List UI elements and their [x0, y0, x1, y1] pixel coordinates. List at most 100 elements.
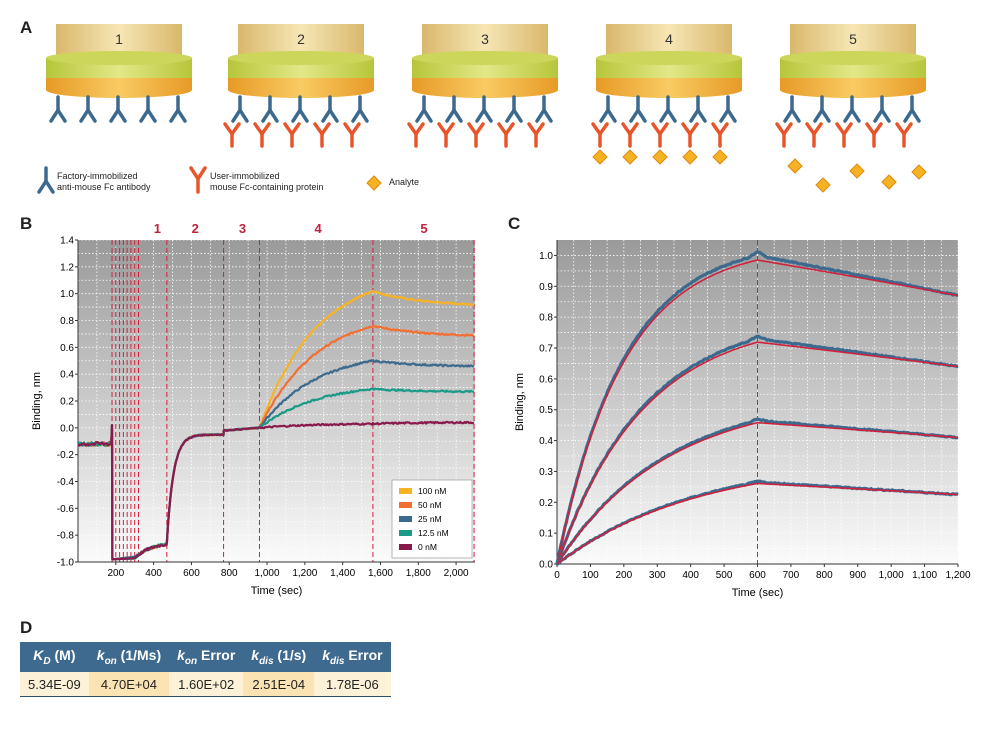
anti-mouse-antibody	[231, 95, 249, 123]
x-tick-label: 900	[849, 570, 866, 581]
panel-a-schematic: 1 2 3 4 5	[37, 24, 927, 194]
header-symbol: k	[322, 647, 330, 664]
x-tick-label: 300	[649, 570, 666, 581]
fc-protein	[253, 122, 271, 148]
legend-user-line2: mouse Fc-containing protein	[210, 182, 324, 192]
panel-b-letter: B	[20, 214, 33, 233]
anti-mouse-antibody	[445, 95, 463, 123]
x-tick-label: 700	[783, 570, 800, 581]
anti-mouse-antibody	[261, 95, 279, 123]
header-subscript: on	[104, 655, 117, 667]
x-tick-label: 600	[749, 570, 766, 581]
sensor-3: 3	[407, 24, 558, 148]
anti-mouse-antibody	[659, 95, 677, 123]
fc-protein	[681, 122, 699, 148]
legend-user-text: User-immobilized mouse Fc-containing pro…	[210, 171, 324, 193]
step-label: 1	[154, 221, 161, 236]
analyte-diamond	[881, 174, 897, 190]
fc-protein	[437, 122, 455, 148]
fc-protein	[283, 122, 301, 148]
sensor-coating-top	[46, 51, 192, 65]
header-unit: (M)	[50, 647, 76, 664]
table-cell: 2.51E-04	[243, 672, 315, 697]
y-tick-label: 0.4	[539, 436, 553, 447]
x-tick-label: 400	[145, 568, 162, 579]
fc-protein	[835, 122, 853, 148]
anti-mouse-antibody	[49, 95, 67, 123]
legend-label: 0 nM	[418, 542, 437, 552]
anti-mouse-antibody	[139, 95, 157, 123]
y-tick-label: -1.0	[57, 558, 75, 569]
y-tick-label: 1.0	[60, 289, 74, 300]
legend-analyte-text: Analyte	[389, 177, 420, 187]
legend-swatch	[399, 502, 412, 508]
analyte-diamond	[682, 149, 698, 165]
legend-factory-text: Factory-immobilized anti-mouse Fc antibo…	[57, 171, 151, 193]
anti-mouse-antibody	[351, 95, 369, 123]
legend-swatch	[399, 488, 412, 494]
legend-swatch	[399, 516, 412, 522]
y-tick-label: 0.5	[539, 405, 553, 416]
sensor-gold	[46, 78, 192, 90]
anti-mouse-antibody	[169, 95, 187, 123]
x-tick-label: 500	[716, 570, 733, 581]
data-curve-3	[555, 417, 959, 565]
x-tick-label: 1,000	[879, 570, 904, 581]
x-tick-label: 1,000	[255, 568, 280, 579]
legend-factory-line2: anti-mouse Fc antibody	[57, 182, 151, 192]
table-cell: 1.60E+02	[169, 672, 244, 697]
table-cell: 4.70E+04	[88, 672, 170, 697]
legend-protein-icon	[189, 166, 207, 194]
y-tick-label: 0.2	[539, 498, 553, 509]
y-tick-label: 0.3	[539, 467, 553, 478]
sensor-coating-top	[412, 51, 558, 65]
anti-mouse-antibody	[599, 95, 617, 123]
sensor-coating-top	[780, 51, 926, 65]
header-subscript: D	[43, 655, 51, 667]
legend-label: 50 nM	[418, 500, 442, 510]
y-tick-label: 0.6	[539, 374, 553, 385]
y-tick-label: 0.0	[60, 423, 74, 434]
x-tick-label: 400	[682, 570, 699, 581]
analyte-diamond	[652, 149, 668, 165]
x-tick-label: 100	[582, 570, 599, 581]
anti-mouse-antibody	[813, 95, 831, 123]
sensor-4: 4	[591, 24, 742, 165]
anti-mouse-antibody	[873, 95, 891, 123]
y-tick-label: 0.4	[60, 370, 74, 381]
x-tick-label: 800	[816, 570, 833, 581]
x-axis-label: Time (sec)	[732, 587, 784, 599]
anti-mouse-antibody	[415, 95, 433, 123]
anti-mouse-antibody	[719, 95, 737, 123]
header-unit: Error	[197, 647, 236, 664]
x-tick-label: 1,600	[368, 568, 393, 579]
anti-mouse-antibody	[79, 95, 97, 123]
x-tick-label: 1,200	[292, 568, 317, 579]
sensor-step-label: 1	[115, 31, 123, 47]
anti-mouse-antibody	[291, 95, 309, 123]
x-tick-label: 1,200	[945, 570, 970, 581]
legend-user-line1: User-immobilized	[210, 171, 280, 181]
anti-mouse-antibody	[629, 95, 647, 123]
header-subscript: dis	[259, 655, 274, 667]
step-label: 3	[239, 221, 246, 236]
fc-protein	[313, 122, 331, 148]
y-tick-label: 0.8	[539, 313, 553, 324]
panel-d-letter: D	[20, 618, 33, 637]
step-label: 5	[420, 221, 427, 236]
x-axis-label: Time (sec)	[251, 585, 303, 597]
sensor-step-label: 2	[297, 31, 305, 47]
table-cell: 1.78E-06	[314, 672, 391, 697]
fc-protein	[775, 122, 793, 148]
header-symbol: K	[33, 647, 44, 664]
anti-mouse-antibody	[505, 95, 523, 123]
x-tick-label: 1,400	[330, 568, 355, 579]
y-tick-label: 1.4	[60, 236, 74, 247]
sensor-gold	[780, 78, 926, 90]
fc-protein	[865, 122, 883, 148]
header-symbol: k	[96, 647, 105, 664]
x-tick-label: 1,800	[406, 568, 431, 579]
anti-mouse-antibody	[321, 95, 339, 123]
legend-antibody-icon	[37, 166, 55, 194]
legend-swatch	[399, 530, 412, 536]
